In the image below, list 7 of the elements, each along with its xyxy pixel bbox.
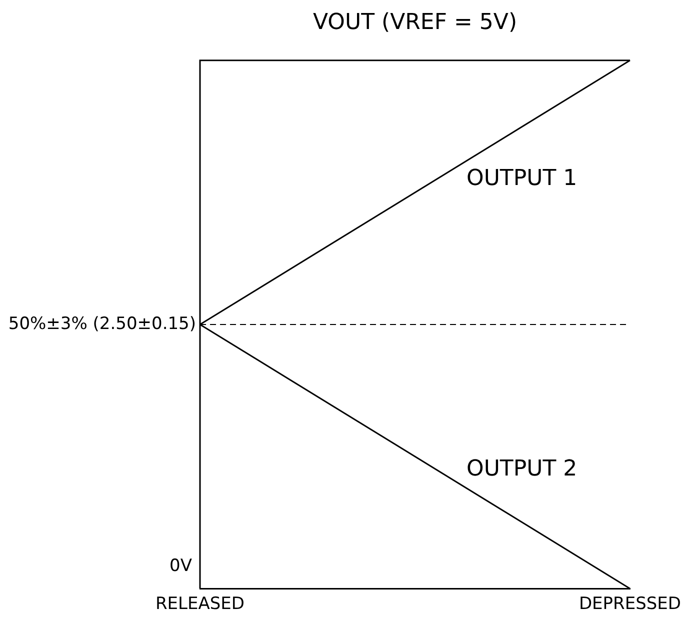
x-tick-label: DEPRESSED (578, 594, 682, 614)
chart-title: VOUT (VREF = 5V) (312, 10, 518, 35)
series-label: OUTPUT 2 (466, 456, 578, 482)
series-label: OUTPUT 1 (466, 166, 578, 191)
ref-line-label: 50%±3% (2.50±0.15) (8, 314, 196, 334)
annotation: 0V (170, 556, 192, 576)
x-tick-label: RELEASED (155, 594, 245, 614)
